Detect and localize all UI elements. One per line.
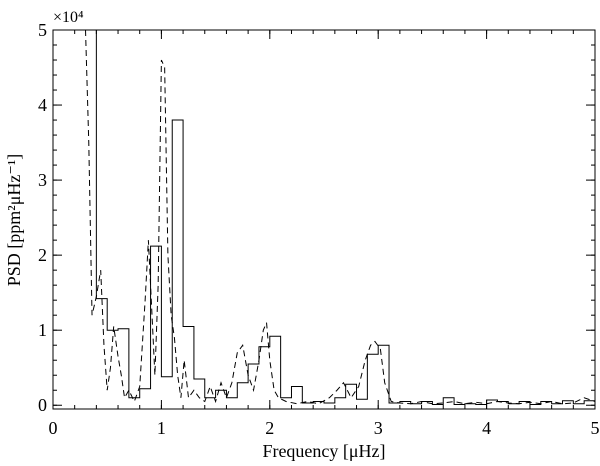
x-tick-label: 1 — [157, 418, 166, 438]
y-axis-label: PSD [ppm²μHz⁻¹] — [4, 154, 24, 286]
series-step-line — [85, 30, 595, 405]
y-tick-label: 5 — [38, 20, 47, 40]
x-tick-label: 2 — [265, 418, 274, 438]
y-tick-label: 4 — [38, 95, 47, 115]
x-tick-label: 5 — [591, 418, 600, 438]
y-tick-label: 1 — [38, 320, 47, 340]
y-tick-label: 0 — [38, 395, 47, 415]
axis-ticks — [52, 29, 596, 409]
x-tick-label: 0 — [49, 418, 58, 438]
x-axis-label: Frequency [μHz] — [262, 441, 385, 461]
series-layer — [85, 30, 595, 405]
plot-frame — [52, 29, 596, 410]
series-dashed-line — [85, 30, 595, 405]
x-tick-label: 3 — [374, 418, 383, 438]
y-tick-label: 3 — [38, 170, 47, 190]
tick-labels: 0 1 2 3 4 5 0 1 2 3 4 5 — [38, 20, 600, 438]
y-tick-label: 2 — [38, 245, 47, 265]
y-multiplier-label: ×10⁴ — [53, 9, 84, 26]
x-tick-label: 4 — [482, 418, 491, 438]
